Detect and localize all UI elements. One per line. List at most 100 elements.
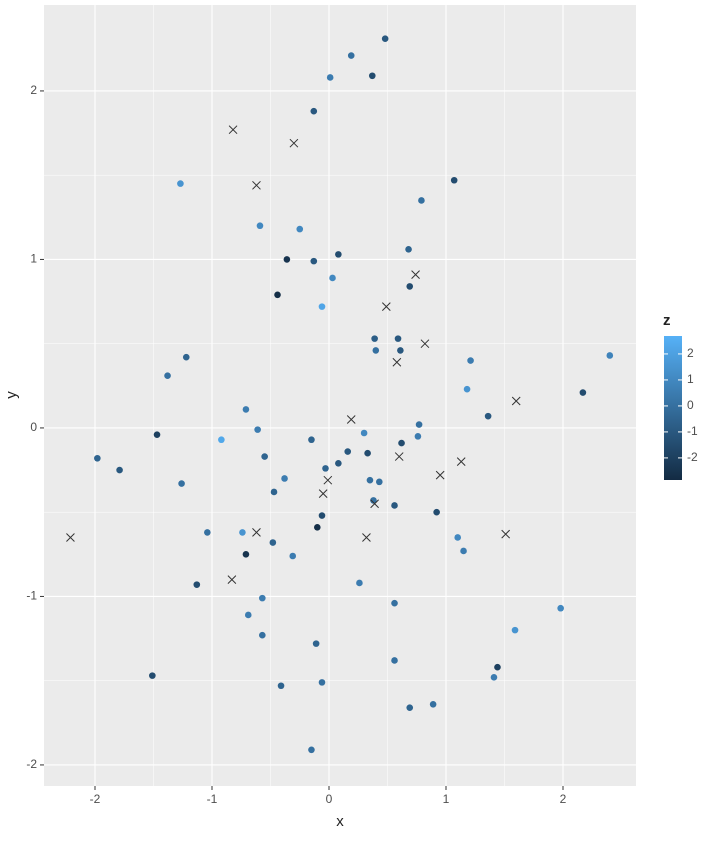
point: [460, 547, 467, 555]
point: [368, 72, 376, 80]
x-tick-label: -2: [90, 792, 101, 806]
point: [153, 431, 161, 438]
point: [318, 679, 326, 686]
point: [484, 412, 492, 420]
y-tick-label: 1: [30, 252, 37, 266]
point: [242, 551, 250, 558]
missing-point: [501, 529, 511, 539]
point: [178, 480, 185, 487]
point: [394, 335, 402, 342]
point: [281, 475, 288, 482]
point: [310, 107, 318, 115]
point: [397, 347, 404, 354]
point: [269, 539, 277, 546]
x-tick-label: -1: [207, 792, 218, 806]
point: [494, 663, 501, 671]
missing-point: [289, 138, 299, 148]
x-tick-label: 0: [326, 792, 333, 806]
point: [164, 372, 171, 380]
missing-point: [66, 533, 75, 542]
points: [66, 35, 614, 754]
point: [450, 176, 458, 184]
y-tick-label: 0: [30, 420, 37, 434]
point: [557, 604, 564, 612]
point: [177, 180, 184, 187]
legend-tick-label: 2: [687, 346, 694, 360]
missing-point: [435, 470, 445, 480]
point: [116, 466, 123, 474]
y-tick-label: 2: [30, 83, 37, 97]
point: [318, 303, 326, 310]
legend-tick-label: -2: [687, 450, 698, 464]
x-tick-label: 1: [443, 792, 450, 806]
point: [308, 436, 315, 444]
point: [149, 672, 156, 679]
point: [344, 448, 352, 455]
legend-title: z: [663, 312, 671, 329]
point: [579, 389, 587, 396]
point: [193, 581, 201, 588]
x-axis-title: x: [336, 813, 344, 830]
point: [326, 74, 334, 81]
missing-point: [252, 180, 261, 190]
point: [242, 406, 250, 413]
legend-tick-label: 0: [687, 398, 694, 412]
point: [256, 222, 264, 230]
colorbar: [664, 336, 682, 480]
point: [289, 552, 297, 560]
point: [182, 353, 190, 361]
point: [218, 436, 225, 444]
point: [296, 225, 304, 233]
grid: [44, 5, 636, 786]
point: [606, 352, 614, 359]
missing-point: [228, 125, 238, 135]
point: [418, 197, 425, 204]
missing-point: [456, 457, 466, 466]
point: [312, 640, 320, 647]
point: [277, 682, 285, 690]
missing-point: [511, 396, 521, 406]
point: [381, 35, 389, 43]
missing-point: [252, 528, 261, 537]
point: [463, 385, 471, 393]
legend-tick-label: 1: [687, 372, 694, 386]
point: [391, 599, 398, 607]
y-tick-label: -2: [26, 757, 37, 771]
missing-point: [370, 499, 379, 509]
point: [467, 357, 474, 364]
point: [322, 465, 329, 472]
point: [405, 246, 412, 253]
point: [366, 476, 374, 484]
point: [364, 449, 371, 457]
missing-point: [381, 302, 391, 311]
point: [398, 439, 405, 447]
point: [274, 291, 281, 299]
missing-point: [392, 357, 402, 367]
point: [490, 674, 498, 681]
missing-point: [420, 339, 430, 349]
point: [335, 251, 342, 258]
point: [376, 478, 383, 486]
point: [347, 52, 355, 59]
point: [204, 529, 211, 536]
missing-point: [394, 452, 404, 461]
point: [371, 335, 378, 342]
point: [244, 611, 252, 619]
point: [308, 746, 315, 754]
point: [429, 700, 437, 708]
point: [360, 429, 368, 437]
point: [335, 460, 342, 467]
missing-point: [318, 489, 328, 499]
point: [270, 488, 278, 496]
missing-point: [227, 575, 237, 584]
point: [283, 256, 291, 263]
point: [415, 421, 423, 428]
panel: [44, 5, 636, 786]
point: [314, 524, 321, 531]
y-axis-title: y: [3, 391, 20, 399]
missing-point: [411, 270, 420, 279]
point: [370, 497, 377, 504]
point: [391, 502, 398, 509]
